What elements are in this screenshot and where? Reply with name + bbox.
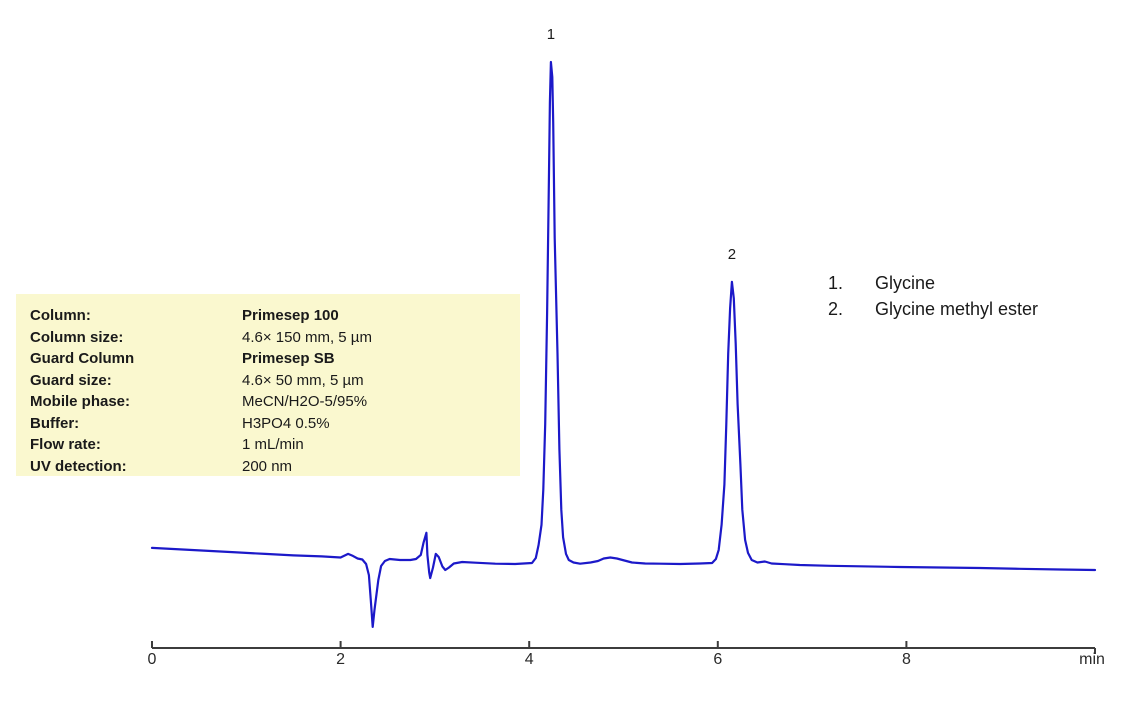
condition-row: Column: Primesep 100 (30, 305, 514, 327)
legend-item: 2. Glycine methyl ester (828, 296, 1038, 322)
legend-item: 1. Glycine (828, 270, 1038, 296)
conditions-box: Column: Primesep 100 Column size: 4.6× 150 … (16, 294, 520, 476)
x-tick-label: 8 (901, 651, 911, 668)
condition-row: Flow rate: 1 mL/min (30, 434, 514, 456)
x-tick-label: 0 (147, 651, 157, 668)
condition-label: Column size: (30, 328, 124, 346)
peak-number-label: 1 (546, 26, 556, 43)
peak-legend: 1. Glycine 2. Glycine methyl ester (828, 270, 1038, 322)
chromatogram-trace (150, 60, 1097, 628)
condition-value: Primesep 100 (242, 307, 339, 324)
condition-label: Flow rate: (30, 436, 101, 453)
condition-row: Buffer: H3PO4 0.5% (30, 413, 514, 435)
condition-value: H3PO4 0.5% (242, 414, 330, 432)
condition-label: Guard size: (30, 371, 112, 389)
condition-label: Column: (30, 307, 91, 324)
condition-row: Guard size: 4.6× 50 mm, 5 µm (30, 370, 514, 392)
condition-value: 4.6× 150 mm, 5 µm (242, 328, 372, 346)
condition-value: MeCN/H2O-5/95% (242, 393, 368, 410)
x-axis-unit-label: min (1079, 651, 1105, 668)
condition-row: UV detection: 200 nm (30, 456, 514, 478)
condition-row: Mobile phase: MeCN/H2O-5/95% (30, 391, 514, 413)
legend-item-name: Glycine methyl ester (875, 299, 1039, 319)
x-tick-label: 4 (524, 651, 534, 668)
legend-item-name: Glycine (875, 273, 936, 293)
condition-value: Primesep SB (242, 350, 335, 367)
condition-value: 4.6× 50 mm, 5 µm (242, 371, 364, 389)
condition-label: Buffer: (30, 414, 80, 432)
condition-row: Column size: 4.6× 150 mm, 5 µm (30, 327, 514, 349)
x-tick-label: 6 (713, 651, 723, 668)
condition-value: 200 nm (242, 457, 293, 475)
x-axis (151, 641, 1096, 654)
condition-value: 1 mL/min (242, 436, 304, 453)
legend-item-number: 1. (828, 273, 844, 293)
peak-number-label: 2 (727, 245, 737, 263)
condition-row: Guard Column Primesep SB (30, 348, 514, 370)
condition-label: Mobile phase: (30, 393, 131, 410)
condition-label: UV detection: (30, 457, 127, 475)
condition-label: Guard Column (30, 350, 135, 367)
x-tick-label: 2 (336, 651, 346, 668)
legend-item-number: 2. (828, 299, 844, 319)
